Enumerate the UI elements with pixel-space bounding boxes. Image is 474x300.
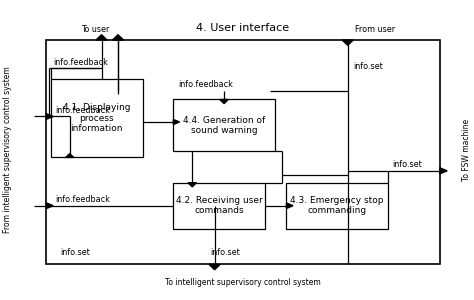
Bar	[173, 183, 265, 229]
Polygon shape	[286, 203, 293, 208]
Text: info.set: info.set	[392, 160, 422, 169]
Polygon shape	[96, 35, 107, 40]
Polygon shape	[112, 35, 124, 40]
Polygon shape	[173, 119, 180, 124]
Text: To FSW machine: To FSW machine	[462, 119, 471, 181]
Text: From intelligent supervisory control system: From intelligent supervisory control sys…	[3, 67, 12, 233]
Bar	[286, 183, 388, 229]
Text: 4.1. Displaying
process
information: 4.1. Displaying process information	[63, 103, 130, 133]
Text: From user: From user	[355, 25, 395, 34]
Polygon shape	[342, 40, 353, 45]
Text: 4.2. Receiving user
commands: 4.2. Receiving user commands	[176, 196, 263, 215]
Text: 4. User interface: 4. User interface	[196, 22, 290, 33]
Text: info.feedback: info.feedback	[55, 106, 110, 115]
Text: info.feedback: info.feedback	[53, 58, 108, 67]
Bar	[51, 79, 143, 158]
Polygon shape	[46, 114, 53, 119]
Text: info.set: info.set	[210, 248, 240, 257]
Text: info.feedback: info.feedback	[178, 80, 233, 89]
Text: 4.4. Generation of
sound warning: 4.4. Generation of sound warning	[183, 116, 265, 135]
Polygon shape	[220, 100, 228, 104]
Text: 4.3. Emergency stop
commanding: 4.3. Emergency stop commanding	[291, 196, 384, 215]
Text: info.set: info.set	[60, 248, 90, 257]
Polygon shape	[188, 183, 197, 187]
Bar	[173, 100, 275, 152]
Text: To user: To user	[82, 25, 110, 34]
Polygon shape	[46, 203, 53, 208]
Text: info.feedback: info.feedback	[55, 195, 110, 204]
Bar	[46, 40, 439, 264]
Polygon shape	[209, 264, 220, 270]
Text: To intelligent supervisory control system: To intelligent supervisory control syste…	[165, 278, 321, 287]
Polygon shape	[66, 154, 73, 158]
Polygon shape	[439, 168, 447, 174]
Text: info.set: info.set	[354, 62, 383, 71]
